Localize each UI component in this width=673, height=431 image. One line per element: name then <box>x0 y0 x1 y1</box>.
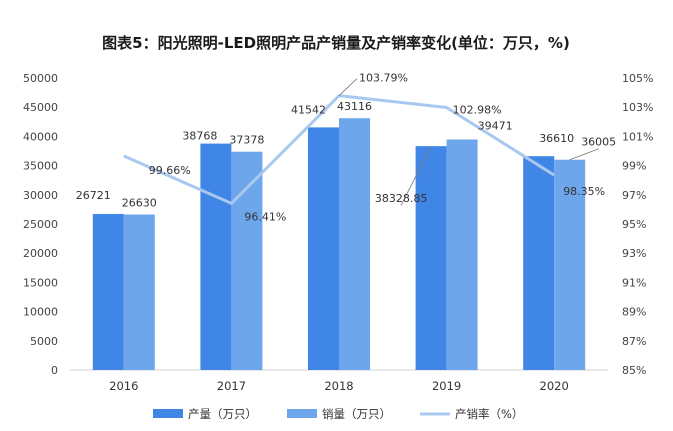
line-value-label: 102.98% <box>453 103 502 116</box>
y-right-tick-label: 91% <box>622 276 646 289</box>
y-left-tick-label: 15000 <box>23 276 58 289</box>
x-tick-label: 2018 <box>324 379 353 393</box>
data-labels: 26721 38768 41542 38328.85 36610 26630 37378 43… <box>76 72 616 224</box>
line-value-label: 96.41% <box>244 210 286 223</box>
y-right-tick-label: 93% <box>622 247 646 260</box>
x-tick-label: 2020 <box>540 379 569 393</box>
bar-production <box>92 213 124 370</box>
y-axis-right: 85% 87% 89% 91% 93% 95% 97% 99% 101% 103% 105% <box>622 72 653 377</box>
bar-value-label: 26630 <box>122 196 157 209</box>
legend: 产量（万只） 销量（万只） 产销率（%） <box>153 407 523 421</box>
bar-value-label: 26721 <box>76 189 111 202</box>
label-leader-line <box>338 78 358 96</box>
y-right-tick-label: 105% <box>622 72 653 85</box>
bar-production <box>200 143 232 370</box>
y-left-tick-label: 5000 <box>30 335 58 348</box>
x-tick-label: 2019 <box>432 379 461 393</box>
y-right-tick-label: 87% <box>622 335 646 348</box>
x-tick-label: 2016 <box>109 379 138 393</box>
line-value-label: 99.66% <box>149 164 191 177</box>
bar-production <box>308 127 339 371</box>
y-left-tick-label: 30000 <box>23 189 58 202</box>
bar-sales <box>339 118 370 370</box>
legend-label: 产量（万只） <box>188 407 257 421</box>
label-leader-line <box>569 148 599 161</box>
bar-value-label: 38768 <box>182 130 217 143</box>
bar-value-label: 43116 <box>337 100 372 113</box>
y-right-tick-label: 97% <box>622 189 646 202</box>
y-left-tick-label: 25000 <box>23 218 58 231</box>
y-right-tick-label: 95% <box>622 218 646 231</box>
bar-production <box>415 146 447 370</box>
line-value-label: 103.79% <box>359 72 408 85</box>
y-right-tick-label: 101% <box>622 130 653 143</box>
y-left-tick-label: 45000 <box>23 101 58 114</box>
bar-value-label: 41542 <box>291 103 326 116</box>
line-value-label: 98.35% <box>563 185 605 198</box>
bar-sales <box>446 139 478 370</box>
y-right-tick-label: 99% <box>622 160 646 173</box>
x-axis: 2016 2017 2018 2019 2020 <box>109 379 569 393</box>
legend-swatch <box>153 409 183 418</box>
y-left-tick-label: 10000 <box>23 306 58 319</box>
y-left-tick-label: 40000 <box>23 130 58 143</box>
legend-label: 销量（万只） <box>322 407 391 421</box>
bar-value-label: 36005 <box>581 136 616 149</box>
bar-sales <box>123 214 155 370</box>
chart-title: 图表5：阳光照明-LED照明产品产销量及产销率变化(单位：万只，%) <box>102 34 570 52</box>
legend-swatch <box>287 409 317 418</box>
y-axis-left: 0 5000 10000 15000 20000 25000 30000 35000 40000… <box>23 72 58 377</box>
bar-value-label: 36610 <box>539 132 574 145</box>
y-left-tick-label: 20000 <box>23 247 58 260</box>
x-tick-label: 2017 <box>217 379 246 393</box>
y-left-tick-label: 50000 <box>23 72 58 85</box>
y-left-tick-label: 0 <box>51 364 58 377</box>
legend-label: 产销率（%） <box>455 407 523 421</box>
bar-value-label: 38328.85 <box>375 192 428 205</box>
bar-value-label: 37378 <box>229 134 264 147</box>
y-right-tick-label: 89% <box>622 306 646 319</box>
y-right-tick-label: 103% <box>622 101 653 114</box>
y-left-tick-label: 35000 <box>23 160 58 173</box>
bar-series <box>92 118 586 371</box>
bar-sales <box>554 159 586 370</box>
bar-value-label: 39471 <box>478 119 513 132</box>
bar-production <box>523 156 555 370</box>
y-right-tick-label: 85% <box>622 364 646 377</box>
label-leader-line <box>400 145 432 206</box>
bar-sales <box>231 151 263 370</box>
